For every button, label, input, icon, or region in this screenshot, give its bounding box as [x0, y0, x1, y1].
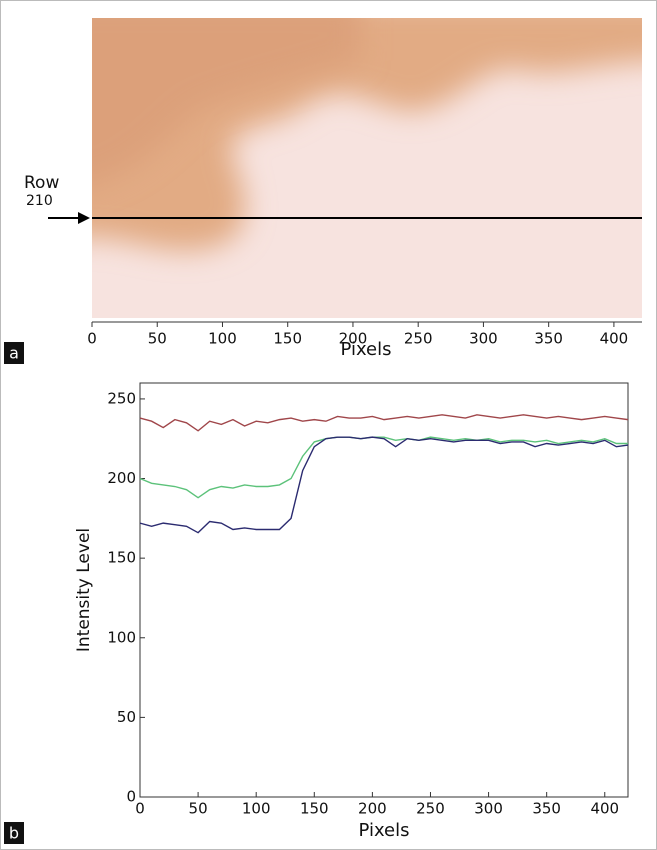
panel-label: a — [9, 344, 19, 363]
x-axis-title: Pixels — [358, 820, 409, 841]
panel-label-box — [4, 342, 24, 364]
series-line — [139, 436, 628, 499]
x-tick-label: 50 — [189, 800, 208, 818]
row-arrowhead — [78, 212, 90, 224]
x-tick-label: 0 — [87, 330, 97, 348]
series-line — [139, 414, 629, 432]
y-tick-label: 100 — [107, 628, 136, 646]
series-line — [139, 436, 629, 534]
y-tick-label: 200 — [107, 469, 136, 487]
row-label: Row — [24, 173, 59, 193]
x-tick-label: 250 — [404, 330, 433, 348]
x-tick-label: 200 — [358, 800, 387, 818]
x-tick-label: 400 — [590, 800, 619, 818]
x-tick-label: 200 — [339, 330, 368, 348]
x-tick-label: 400 — [600, 330, 629, 348]
x-tick-label: 300 — [469, 330, 498, 348]
panel-label: b — [9, 824, 19, 843]
panel-label-box — [4, 822, 24, 844]
x-tick-label: 100 — [242, 800, 271, 818]
y-tick-label: 250 — [107, 389, 136, 407]
x-tick-label: 300 — [474, 800, 503, 818]
y-tick-label: 0 — [126, 788, 136, 806]
y-tick-label: 50 — [117, 708, 136, 726]
x-tick-label: 150 — [300, 800, 329, 818]
x-axis-title: Pixels — [340, 339, 391, 360]
x-tick-label: 0 — [135, 800, 145, 818]
x-tick-label: 50 — [148, 330, 167, 348]
y-axis-title: Intensity Level — [74, 528, 94, 652]
plot-frame — [139, 382, 629, 798]
row-number: 210 — [26, 193, 53, 209]
x-tick-label: 250 — [416, 800, 445, 818]
x-tick-label: 350 — [532, 800, 561, 818]
x-tick-label: 150 — [273, 330, 302, 348]
skin-image — [92, 18, 642, 318]
x-tick-label: 100 — [208, 330, 237, 348]
x-tick-label: 350 — [534, 330, 563, 348]
y-tick-label: 150 — [107, 549, 136, 567]
